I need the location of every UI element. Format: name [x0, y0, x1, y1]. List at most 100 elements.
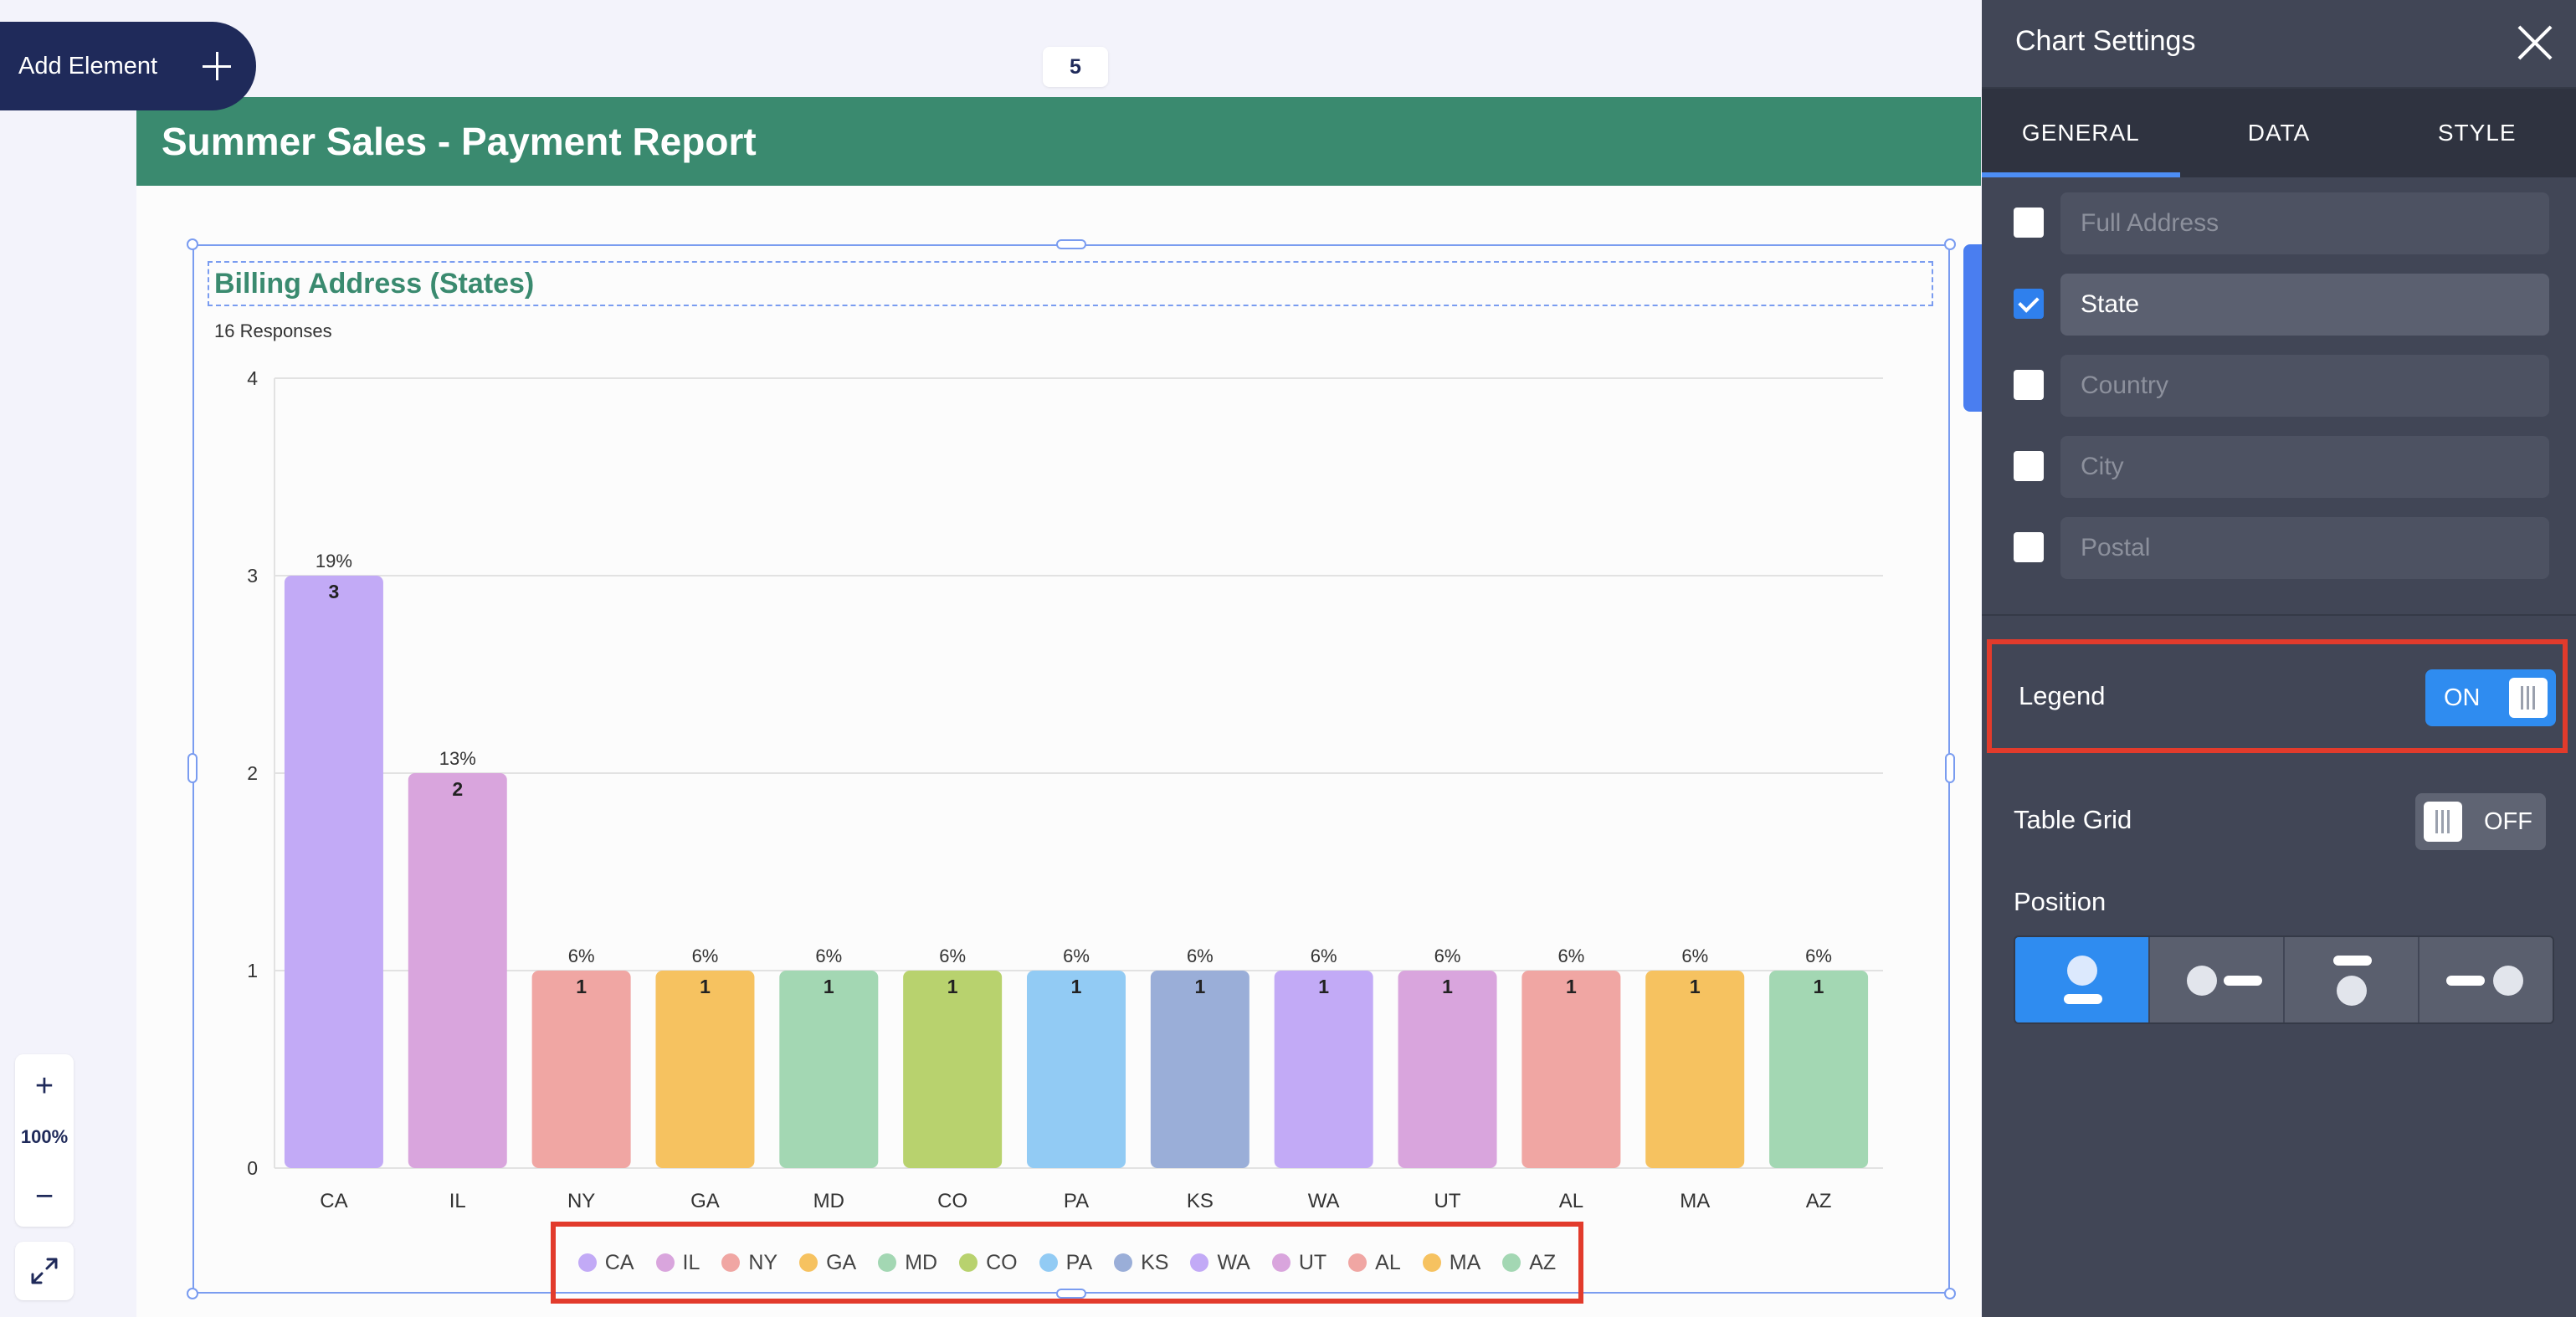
bar: [779, 971, 879, 1168]
legend-item[interactable]: AL: [1348, 1251, 1401, 1275]
resize-handle-bottom-left[interactable]: [187, 1288, 198, 1299]
legend-swatch: [1348, 1253, 1368, 1272]
fullscreen-button[interactable]: [15, 1242, 74, 1300]
legend-item[interactable]: UT: [1271, 1251, 1326, 1275]
postal-field[interactable]: Postal: [2060, 517, 2549, 579]
add-element-button[interactable]: Add Element: [0, 22, 256, 110]
bar-value-label: 1: [1442, 976, 1453, 997]
position-left-button[interactable]: [2150, 937, 2285, 1022]
country-checkbox[interactable]: [2014, 370, 2044, 400]
legend-item[interactable]: NY: [721, 1251, 777, 1275]
y-tick-label: 2: [247, 762, 258, 784]
bar-percent-label: 6%: [939, 945, 966, 966]
x-tick-label: KS: [1187, 1190, 1214, 1212]
bar: [1274, 971, 1373, 1168]
legend-item[interactable]: AZ: [1502, 1251, 1556, 1275]
bar-percent-label: 6%: [1557, 945, 1584, 966]
legend-item[interactable]: MA: [1422, 1251, 1480, 1275]
legend-swatch: [655, 1253, 675, 1272]
legend-item[interactable]: GA: [799, 1251, 856, 1275]
country-field[interactable]: Country: [2060, 355, 2549, 417]
table-grid-toggle[interactable]: OFF: [2415, 793, 2546, 850]
resize-handle-right[interactable]: [1945, 753, 1955, 783]
legend-item[interactable]: CO: [959, 1251, 1018, 1275]
bar-percent-label: 6%: [1434, 945, 1461, 966]
city-checkbox[interactable]: [2014, 451, 2044, 481]
state-checkbox[interactable]: [2014, 289, 2044, 319]
resize-handle-top-right[interactable]: [1944, 238, 1956, 250]
bar: [284, 576, 383, 1168]
legend-swatch: [1190, 1253, 1209, 1272]
legend-item[interactable]: IL: [655, 1251, 700, 1275]
zoom-in-button[interactable]: +: [34, 1068, 54, 1104]
y-tick-label: 0: [247, 1157, 258, 1179]
chart-settings-panel: Chart Settings GENERAL DATA STYLE Full A…: [1982, 0, 2576, 1317]
position-bottom-button[interactable]: [2285, 937, 2419, 1022]
tab-style[interactable]: STYLE: [2437, 120, 2517, 146]
x-tick-label: MD: [813, 1190, 844, 1212]
bar-value-label: 3: [329, 581, 340, 602]
field-row-full-address: Full Address: [2014, 192, 2559, 254]
resize-handle-bottom-right[interactable]: [1944, 1288, 1956, 1299]
postal-checkbox[interactable]: [2014, 532, 2044, 562]
tab-general[interactable]: GENERAL: [1982, 89, 2180, 177]
tab-data[interactable]: DATA: [2247, 120, 2311, 146]
chart-legend: CA IL NY GA MD CO PA KS WA UT AL MA AZ: [551, 1222, 1583, 1304]
resize-handle-top[interactable]: [1056, 239, 1086, 249]
bar-value-label: 1: [700, 976, 711, 997]
panel-title: Chart Settings: [2015, 25, 2196, 57]
legend-setting-row: Legend ON: [1987, 639, 2568, 753]
bar-value-label: 2: [452, 778, 463, 800]
chart-title[interactable]: Billing Address (States): [208, 261, 1933, 306]
x-tick-label: CO: [937, 1190, 967, 1212]
page-number[interactable]: 5: [1043, 47, 1108, 87]
position-right-button[interactable]: [2419, 937, 2553, 1022]
legend-item[interactable]: PA: [1039, 1251, 1092, 1275]
y-tick-label: 3: [247, 565, 258, 587]
legend-toggle-state: ON: [2444, 684, 2481, 711]
position-right-icon: [2493, 966, 2523, 996]
bar: [1521, 971, 1621, 1168]
resize-handle-bottom[interactable]: [1056, 1289, 1086, 1299]
plus-icon: [203, 52, 231, 80]
x-tick-label: PA: [1064, 1190, 1089, 1212]
legend-swatch: [1039, 1253, 1058, 1272]
report-title: Summer Sales - Payment Report: [136, 97, 1981, 186]
legend-label: WA: [1217, 1250, 1250, 1274]
x-tick-label: UT: [1434, 1190, 1461, 1212]
legend-swatch: [799, 1253, 818, 1272]
x-tick-label: NY: [567, 1190, 595, 1212]
element-side-tab[interactable]: [1963, 244, 1982, 412]
field-row-city: City: [2014, 436, 2559, 498]
state-field[interactable]: State: [2060, 274, 2549, 336]
zoom-controls: + 100% −: [15, 1054, 74, 1227]
bar-value-label: 1: [1318, 976, 1329, 997]
bar: [1769, 971, 1869, 1168]
x-tick-label: WA: [1308, 1190, 1340, 1212]
bar-percent-label: 6%: [815, 945, 842, 966]
full-address-checkbox[interactable]: [2014, 208, 2044, 238]
bar-value-label: 1: [576, 976, 587, 997]
bar-value-label: 1: [1566, 976, 1577, 997]
resize-handle-top-left[interactable]: [187, 238, 198, 250]
legend-toggle[interactable]: ON: [2425, 669, 2556, 726]
city-field[interactable]: City: [2060, 436, 2549, 498]
resize-handle-left[interactable]: [187, 753, 198, 783]
bar: [408, 773, 507, 1168]
position-top-button[interactable]: [2015, 937, 2150, 1022]
legend-item[interactable]: MD: [878, 1251, 937, 1275]
full-address-field[interactable]: Full Address: [2060, 192, 2549, 254]
legend-item[interactable]: KS: [1114, 1251, 1168, 1275]
legend-item[interactable]: CA: [577, 1251, 634, 1275]
position-bottom-icon: [2337, 976, 2367, 1006]
legend-label: Legend: [2019, 681, 2106, 710]
bar-percent-label: 19%: [316, 551, 352, 571]
bar-percent-label: 13%: [439, 748, 476, 769]
bar: [1027, 971, 1126, 1168]
zoom-out-button[interactable]: −: [34, 1178, 54, 1214]
legend-item[interactable]: WA: [1190, 1251, 1250, 1275]
bar-percent-label: 6%: [1681, 945, 1708, 966]
position-top-icon: [2067, 956, 2097, 986]
close-icon[interactable]: [2516, 23, 2554, 62]
field-row-country: Country: [2014, 355, 2559, 417]
